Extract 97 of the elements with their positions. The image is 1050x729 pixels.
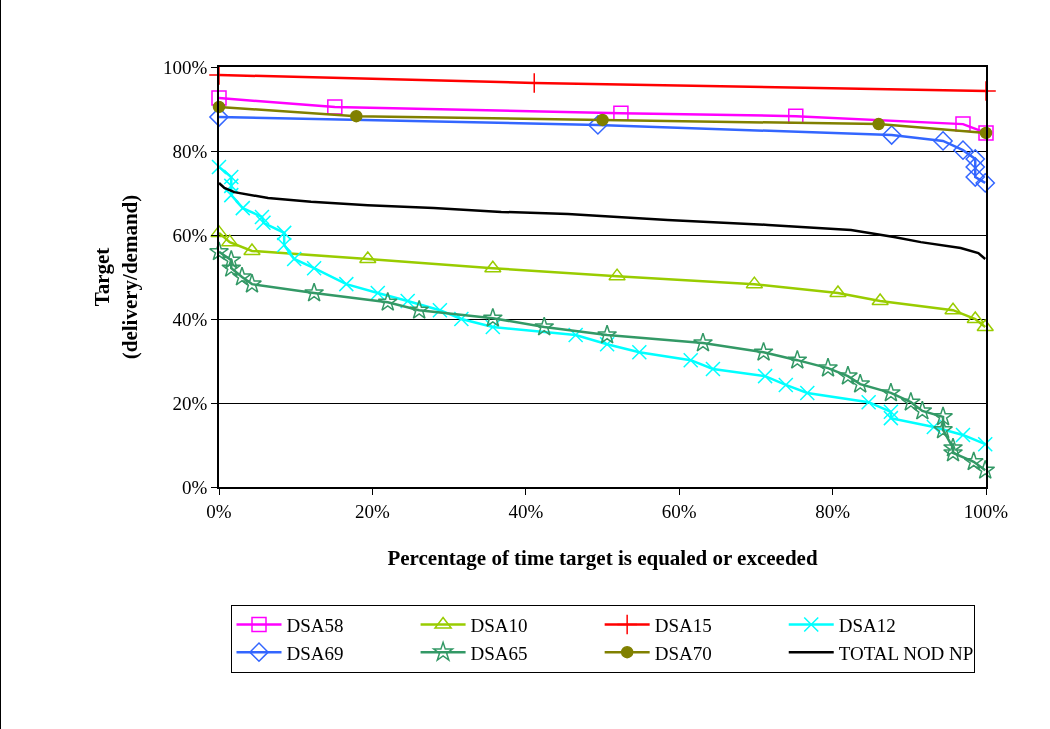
point xyxy=(223,187,240,203)
point xyxy=(370,285,386,301)
point xyxy=(850,373,871,393)
point xyxy=(399,293,416,309)
point xyxy=(692,332,714,352)
point xyxy=(753,341,774,361)
y-tick-label: 40% xyxy=(172,308,208,330)
point xyxy=(912,400,933,420)
point xyxy=(306,260,322,276)
y-tick-label: 0% xyxy=(182,476,208,498)
point xyxy=(599,336,615,352)
x-tick-label: 80% xyxy=(815,500,851,522)
y-tick-label: 80% xyxy=(172,140,208,162)
x-tick-label: 100% xyxy=(963,500,1009,522)
point xyxy=(485,319,501,335)
point xyxy=(871,293,889,306)
x-tick-label: 40% xyxy=(508,500,544,522)
point xyxy=(409,299,430,319)
point xyxy=(338,276,355,292)
point xyxy=(817,357,839,377)
legend-label: TOTAL NOD NP xyxy=(838,642,974,664)
point xyxy=(255,215,272,231)
x-tick-label: 60% xyxy=(661,500,697,522)
point xyxy=(276,237,292,253)
point xyxy=(965,167,986,187)
point xyxy=(377,291,398,311)
point xyxy=(883,410,899,426)
point xyxy=(880,382,901,402)
y-axis-title: Target (delivery/demand) xyxy=(90,194,142,360)
point xyxy=(860,394,877,410)
point xyxy=(534,316,555,336)
legend-label: DSA65 xyxy=(470,642,528,664)
point xyxy=(276,225,292,241)
point xyxy=(432,302,448,318)
point xyxy=(837,365,859,385)
point xyxy=(975,459,996,479)
point xyxy=(221,249,242,269)
point xyxy=(231,266,253,286)
point xyxy=(243,243,261,256)
point xyxy=(631,344,648,360)
point xyxy=(955,427,971,443)
point xyxy=(208,241,230,261)
legend-label: DSA12 xyxy=(838,614,896,636)
point xyxy=(829,285,847,298)
point xyxy=(942,442,964,462)
y-tick-label: 60% xyxy=(172,224,208,246)
point xyxy=(963,451,984,471)
point xyxy=(933,131,953,151)
legend-label: DSA10 xyxy=(470,614,528,636)
point xyxy=(942,437,964,457)
point xyxy=(210,225,228,238)
point xyxy=(597,324,618,344)
point xyxy=(883,404,899,420)
point xyxy=(975,173,996,193)
point xyxy=(682,352,699,368)
legend-label: DSA15 xyxy=(654,614,712,636)
x-tick-label: 20% xyxy=(354,500,390,522)
point xyxy=(235,200,251,216)
x-tick-label: 0% xyxy=(206,500,232,522)
point xyxy=(567,327,584,343)
legend-label: DSA69 xyxy=(286,642,344,664)
point xyxy=(223,178,240,194)
point xyxy=(926,419,942,435)
point xyxy=(327,99,343,115)
point xyxy=(241,273,263,293)
y-tick-label: 100% xyxy=(163,56,208,78)
point xyxy=(221,257,242,277)
point xyxy=(872,117,885,131)
point xyxy=(787,349,808,369)
point xyxy=(286,251,302,267)
point xyxy=(608,268,626,281)
point xyxy=(757,368,773,384)
point xyxy=(254,209,270,225)
x-axis-title: Percentage of time target is equaled or exceeded xyxy=(387,546,818,571)
point xyxy=(588,115,608,135)
point xyxy=(977,436,993,452)
point xyxy=(799,385,816,401)
point xyxy=(932,419,954,439)
point xyxy=(944,302,962,315)
point xyxy=(900,391,921,411)
point xyxy=(482,307,503,327)
point xyxy=(211,90,227,106)
point xyxy=(778,377,794,393)
point xyxy=(953,140,973,161)
legend-label: DSA70 xyxy=(654,642,712,664)
point xyxy=(350,109,363,123)
point xyxy=(965,157,986,177)
y-tick-label: 20% xyxy=(172,392,208,414)
point xyxy=(881,125,902,145)
point xyxy=(304,282,325,302)
point xyxy=(705,361,721,377)
point xyxy=(211,159,227,175)
point xyxy=(932,406,954,426)
point xyxy=(965,149,986,169)
point xyxy=(453,311,470,327)
point xyxy=(223,169,240,185)
legend-label: DSA58 xyxy=(286,614,344,636)
